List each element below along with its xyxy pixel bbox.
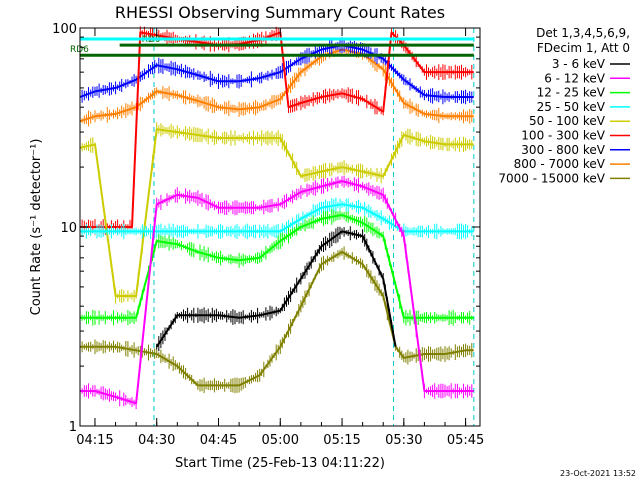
series-noise-0 xyxy=(156,226,394,352)
legend-label-2: 12 - 25 keV xyxy=(537,86,606,100)
timestamp: 23-Oct-2021 13:52 xyxy=(560,469,636,478)
y-axis-label: Count Rate (s⁻¹ detector⁻¹) xyxy=(29,139,44,316)
y-tick-label-100: 100 xyxy=(52,22,77,37)
legend-label-6: 300 - 800 keV xyxy=(521,143,605,157)
legend-label-8: 7000 - 15000 keV xyxy=(498,171,605,185)
axes: 1 10 100 04:15 04:30 04:45 05:00 05:15 05:30 05:4… xyxy=(52,22,484,448)
legend-label-4: 50 - 100 keV xyxy=(529,114,606,128)
x-tick-label-5: 05:30 xyxy=(385,433,422,448)
x-tick-label-0: 04:15 xyxy=(76,433,113,448)
legend-label-5: 100 - 300 keV xyxy=(521,129,605,143)
x-tick-label-4: 05:15 xyxy=(323,433,360,448)
x-axis-label: Start Time (25-Feb-13 04:11:22) xyxy=(175,456,385,471)
y-tick-label-10: 10 xyxy=(60,221,77,236)
x-tick-label-2: 04:45 xyxy=(200,433,237,448)
plot-area xyxy=(79,26,475,426)
legend-header-line-2: FDecim 1, Att 0 xyxy=(537,41,630,55)
chart-title: RHESSI Observing Summary Count Rates xyxy=(115,3,445,22)
legend-label-1: 6 - 12 keV xyxy=(544,71,606,85)
x-tick-label-6: 05:45 xyxy=(447,433,484,448)
legend-label-0: 3 - 6 keV xyxy=(552,57,606,71)
x-tick-label-1: 04:30 xyxy=(138,433,175,448)
y-tick-label-1: 1 xyxy=(69,420,77,435)
legend-label-7: 800 - 7000 keV xyxy=(514,157,606,171)
legend: Det 1,3,4,5,6,9, FDecim 1, Att 0 3 - 6 k… xyxy=(498,26,630,185)
legend-header-line-1: Det 1,3,4,5,6,9, xyxy=(536,26,630,40)
x-tick-label-3: 05:00 xyxy=(262,433,299,448)
legend-label-3: 25 - 50 keV xyxy=(537,100,606,114)
